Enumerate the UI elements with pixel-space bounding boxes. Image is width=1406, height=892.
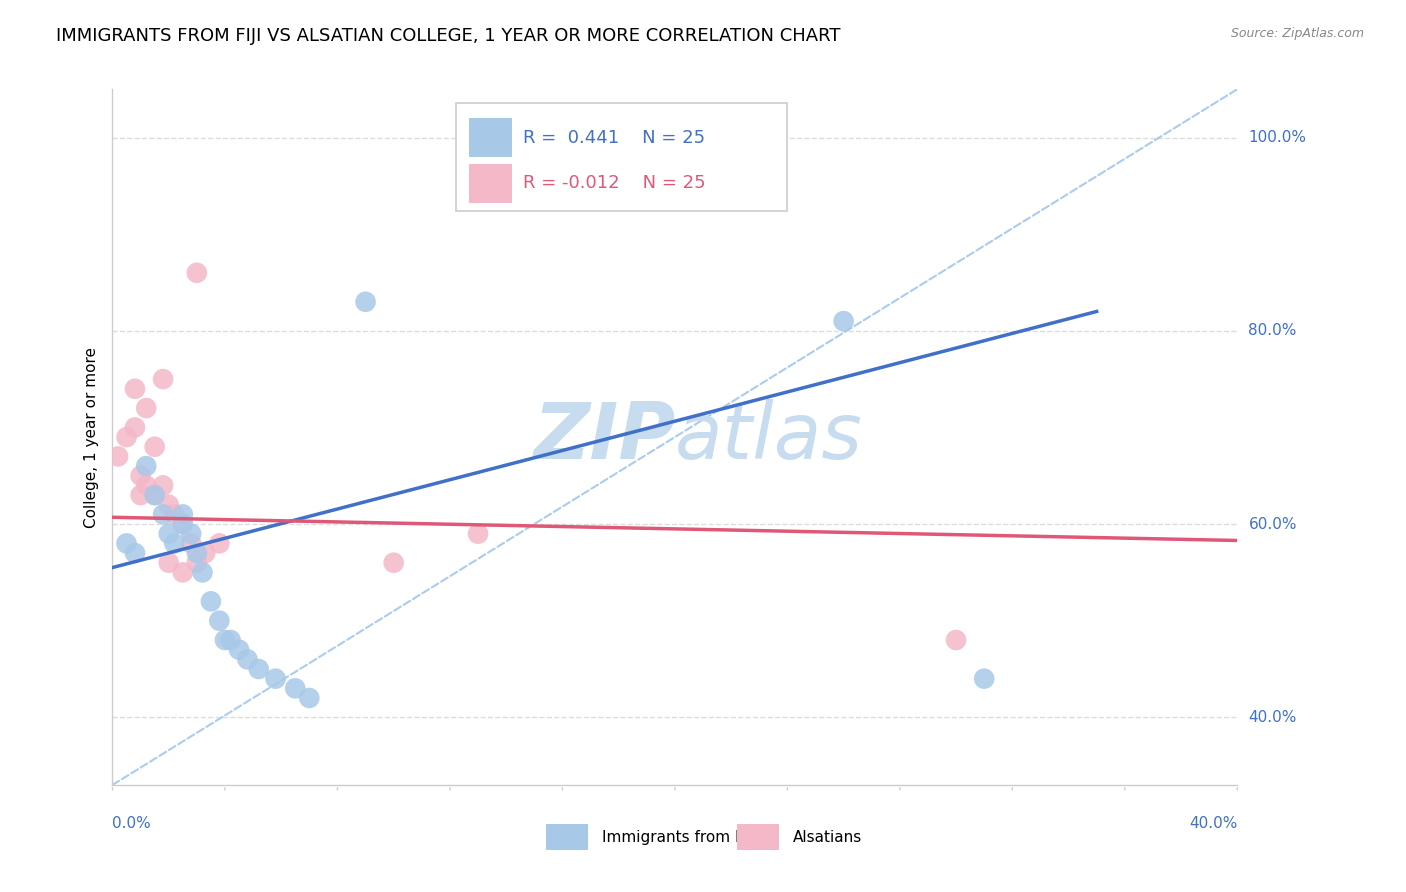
- Point: [135, 478, 157, 492]
- Point: [832, 314, 855, 328]
- Point: [157, 498, 180, 512]
- Point: [228, 642, 250, 657]
- Point: [124, 420, 146, 434]
- Point: [214, 633, 236, 648]
- Point: [298, 690, 321, 705]
- Point: [152, 478, 174, 492]
- Point: [135, 458, 157, 473]
- Text: R =  0.441    N = 25: R = 0.441 N = 25: [523, 129, 706, 147]
- Bar: [737, 824, 779, 850]
- Point: [284, 681, 307, 696]
- Point: [186, 546, 208, 560]
- Point: [208, 614, 231, 628]
- Point: [129, 488, 152, 502]
- Text: 80.0%: 80.0%: [1249, 323, 1296, 338]
- Point: [186, 266, 208, 280]
- Point: [129, 468, 152, 483]
- Text: Alsatians: Alsatians: [793, 830, 862, 845]
- Point: [172, 566, 194, 580]
- Point: [152, 372, 174, 386]
- Point: [194, 546, 217, 560]
- Point: [143, 488, 166, 502]
- Point: [200, 594, 222, 608]
- Text: ZIP: ZIP: [533, 399, 675, 475]
- Point: [124, 382, 146, 396]
- Point: [973, 672, 995, 686]
- Bar: [470, 119, 512, 157]
- Text: Source: ZipAtlas.com: Source: ZipAtlas.com: [1230, 27, 1364, 40]
- Text: 100.0%: 100.0%: [1249, 130, 1306, 145]
- Point: [157, 526, 180, 541]
- Text: 0.0%: 0.0%: [112, 816, 152, 831]
- Point: [163, 536, 186, 550]
- Y-axis label: College, 1 year or more: College, 1 year or more: [83, 347, 98, 527]
- Bar: [546, 824, 588, 850]
- Text: Immigrants from Fiji: Immigrants from Fiji: [602, 830, 755, 845]
- Point: [208, 536, 231, 550]
- Point: [143, 440, 166, 454]
- Point: [186, 556, 208, 570]
- Point: [247, 662, 270, 676]
- Point: [236, 652, 259, 666]
- Bar: [470, 164, 512, 202]
- Point: [157, 556, 180, 570]
- Point: [152, 508, 174, 522]
- Point: [180, 526, 202, 541]
- Point: [115, 430, 138, 444]
- Point: [382, 556, 405, 570]
- Point: [143, 488, 166, 502]
- Text: IMMIGRANTS FROM FIJI VS ALSATIAN COLLEGE, 1 YEAR OR MORE CORRELATION CHART: IMMIGRANTS FROM FIJI VS ALSATIAN COLLEGE…: [56, 27, 841, 45]
- Point: [180, 536, 202, 550]
- Point: [107, 450, 129, 464]
- Text: atlas: atlas: [675, 399, 863, 475]
- Point: [219, 633, 242, 648]
- Point: [172, 508, 194, 522]
- Point: [945, 633, 967, 648]
- Point: [354, 294, 377, 309]
- Text: R = -0.012    N = 25: R = -0.012 N = 25: [523, 174, 706, 192]
- Point: [115, 536, 138, 550]
- Point: [191, 566, 214, 580]
- Point: [124, 546, 146, 560]
- Point: [163, 508, 186, 522]
- Point: [467, 526, 489, 541]
- Point: [172, 516, 194, 531]
- Text: 40.0%: 40.0%: [1189, 816, 1237, 831]
- FancyBboxPatch shape: [456, 103, 787, 211]
- Point: [135, 401, 157, 415]
- Point: [264, 672, 287, 686]
- Point: [172, 516, 194, 531]
- Text: 60.0%: 60.0%: [1249, 516, 1296, 532]
- Text: 40.0%: 40.0%: [1249, 710, 1296, 725]
